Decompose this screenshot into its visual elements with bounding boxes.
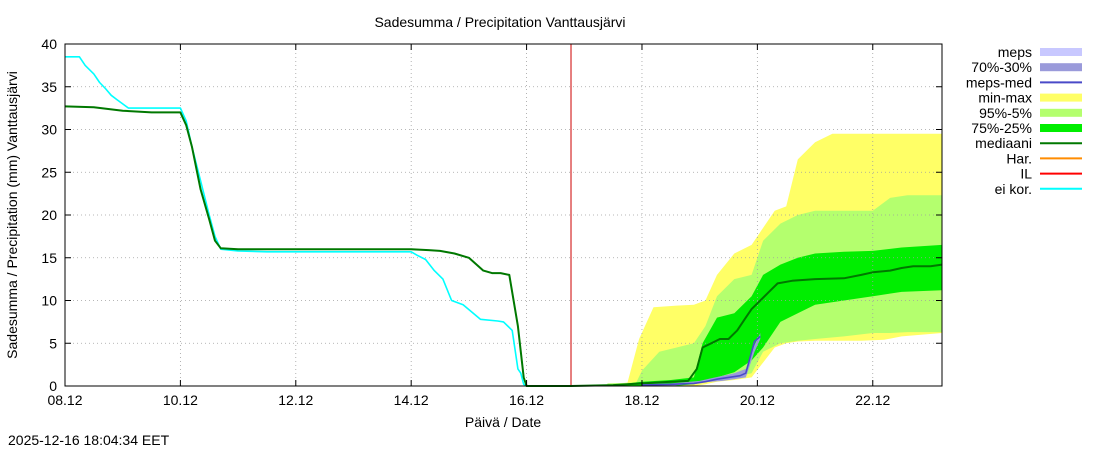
y-tick-label: 15 bbox=[41, 250, 57, 266]
y-tick-label: 25 bbox=[41, 164, 57, 180]
y-tick-label: 35 bbox=[41, 79, 57, 95]
legend-label-meps: meps bbox=[998, 44, 1032, 60]
x-tick-label: 16.12 bbox=[509, 392, 544, 408]
legend-swatch-75-25 bbox=[1040, 124, 1082, 132]
legend-label-min-max: min-max bbox=[978, 90, 1032, 106]
legend-label-95-5: 95%-5% bbox=[979, 105, 1032, 121]
legend-label-har: Har. bbox=[1006, 150, 1032, 166]
x-tick-label: 10.12 bbox=[163, 392, 198, 408]
legend-label-75-25: 75%-25% bbox=[971, 120, 1032, 136]
ticks-layer: 0 5 10 15 20 25 30 35 40 08.12 10.12 12.12 14.12 16.1… bbox=[41, 36, 942, 408]
x-tick-label: 22.12 bbox=[855, 392, 890, 408]
legend-swatch-70-30 bbox=[1040, 63, 1082, 72]
band-75-25 bbox=[613, 244, 942, 386]
legend-label-70-30: 70%-30% bbox=[971, 59, 1032, 75]
x-tick-label: 12.12 bbox=[278, 392, 313, 408]
legend-label-il: IL bbox=[1020, 166, 1032, 182]
y-axis-label: Sadesumma / Precipitation (mm) Vanttausj… bbox=[4, 71, 20, 359]
timestamp: 2025-12-16 18:04:34 EET bbox=[8, 432, 170, 448]
x-tick-label: 18.12 bbox=[624, 392, 659, 408]
legend-layer: meps70%-30%meps-medmin-max95%-5%75%-25%m… bbox=[966, 44, 1082, 197]
x-axis-label: Päivä / Date bbox=[465, 414, 541, 430]
legend-label-mediaani: mediaani bbox=[975, 135, 1032, 151]
y-tick-label: 10 bbox=[41, 293, 57, 309]
legend-swatch-meps bbox=[1040, 48, 1082, 56]
y-tick-label: 0 bbox=[49, 378, 57, 394]
chart-title: Sadesumma / Precipitation Vanttausjärvi bbox=[374, 14, 625, 30]
legend-swatch-95-5 bbox=[1040, 108, 1082, 117]
y-tick-label: 5 bbox=[49, 335, 57, 351]
y-tick-label: 40 bbox=[41, 36, 57, 52]
x-tick-label: 08.12 bbox=[47, 392, 82, 408]
y-tick-label: 20 bbox=[41, 207, 57, 223]
x-tick-label: 14.12 bbox=[394, 392, 429, 408]
grid-layer bbox=[65, 44, 942, 386]
series-ei-kor bbox=[65, 55, 571, 387]
legend-label-meps-med: meps-med bbox=[966, 74, 1032, 90]
x-tick-label: 20.12 bbox=[740, 392, 775, 408]
y-tick-label: 30 bbox=[41, 122, 57, 138]
bands-layer bbox=[578, 133, 942, 386]
legend-label-ei-kor: ei kor. bbox=[995, 181, 1032, 197]
legend-swatch-min-max bbox=[1040, 93, 1082, 102]
series-meps-med bbox=[641, 335, 761, 386]
